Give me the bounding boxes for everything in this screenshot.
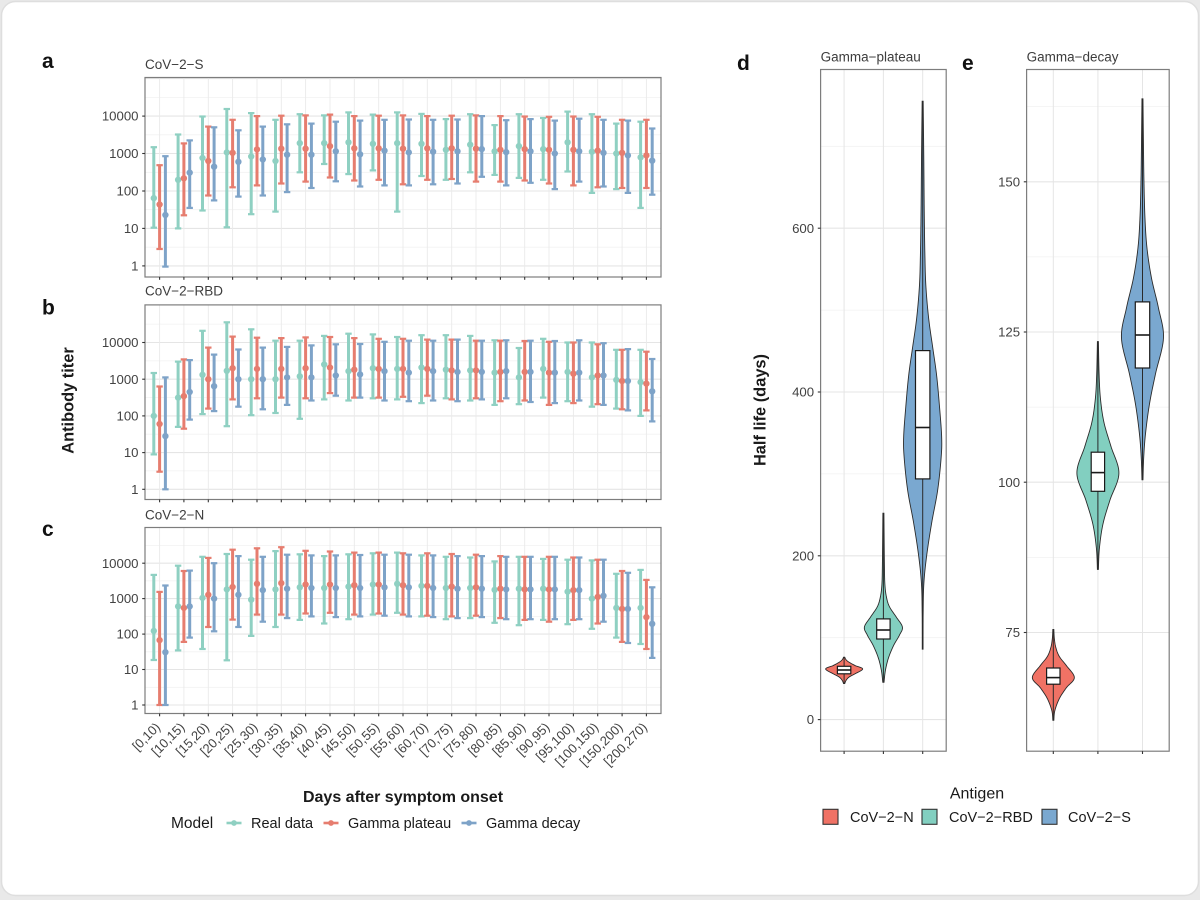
svg-text:b: b <box>42 297 55 320</box>
svg-text:150: 150 <box>998 174 1020 189</box>
svg-text:400: 400 <box>792 385 814 400</box>
svg-text:c: c <box>42 518 54 541</box>
svg-text:CoV−2−RBD: CoV−2−RBD <box>145 284 223 299</box>
svg-text:Antigen: Antigen <box>950 786 1004 803</box>
svg-text:10: 10 <box>124 445 139 460</box>
svg-text:1000: 1000 <box>109 372 138 387</box>
svg-text:CoV−2−N: CoV−2−N <box>850 810 914 826</box>
svg-text:100: 100 <box>116 627 138 642</box>
svg-text:75: 75 <box>1005 625 1020 640</box>
svg-text:10000: 10000 <box>102 556 139 571</box>
svg-text:600: 600 <box>792 221 814 236</box>
svg-text:1000: 1000 <box>109 146 138 161</box>
svg-text:Gamma plateau: Gamma plateau <box>348 816 451 832</box>
svg-text:0: 0 <box>807 712 814 727</box>
svg-text:125: 125 <box>998 325 1020 340</box>
svg-text:1: 1 <box>131 698 138 713</box>
svg-text:1000: 1000 <box>109 591 138 606</box>
svg-text:10: 10 <box>124 662 139 677</box>
svg-text:Model: Model <box>171 815 213 832</box>
svg-text:Gamma−plateau: Gamma−plateau <box>821 50 921 65</box>
svg-text:Gamma−decay: Gamma−decay <box>1027 50 1119 65</box>
svg-text:100: 100 <box>116 409 138 424</box>
svg-text:CoV−2−N: CoV−2−N <box>145 508 204 523</box>
svg-text:1: 1 <box>131 482 138 497</box>
svg-text:100: 100 <box>998 475 1020 490</box>
svg-text:CoV−2−RBD: CoV−2−RBD <box>949 810 1033 826</box>
svg-text:10: 10 <box>124 221 139 236</box>
svg-text:CoV−2−S: CoV−2−S <box>145 57 204 72</box>
svg-text:100: 100 <box>116 184 138 199</box>
svg-text:a: a <box>42 50 54 73</box>
svg-text:Antibody titer: Antibody titer <box>60 347 78 454</box>
svg-text:200: 200 <box>792 548 814 563</box>
svg-text:Gamma decay: Gamma decay <box>486 816 581 832</box>
svg-text:e: e <box>962 52 974 75</box>
svg-text:Half life (days): Half life (days) <box>751 354 769 466</box>
svg-text:10000: 10000 <box>102 109 139 124</box>
svg-text:Real data: Real data <box>251 816 314 832</box>
svg-text:1: 1 <box>131 259 138 274</box>
svg-text:d: d <box>737 52 750 75</box>
svg-text:Days after symptom onset: Days after symptom onset <box>303 789 504 806</box>
svg-text:CoV−2−S: CoV−2−S <box>1068 810 1131 826</box>
svg-text:10000: 10000 <box>102 335 139 350</box>
